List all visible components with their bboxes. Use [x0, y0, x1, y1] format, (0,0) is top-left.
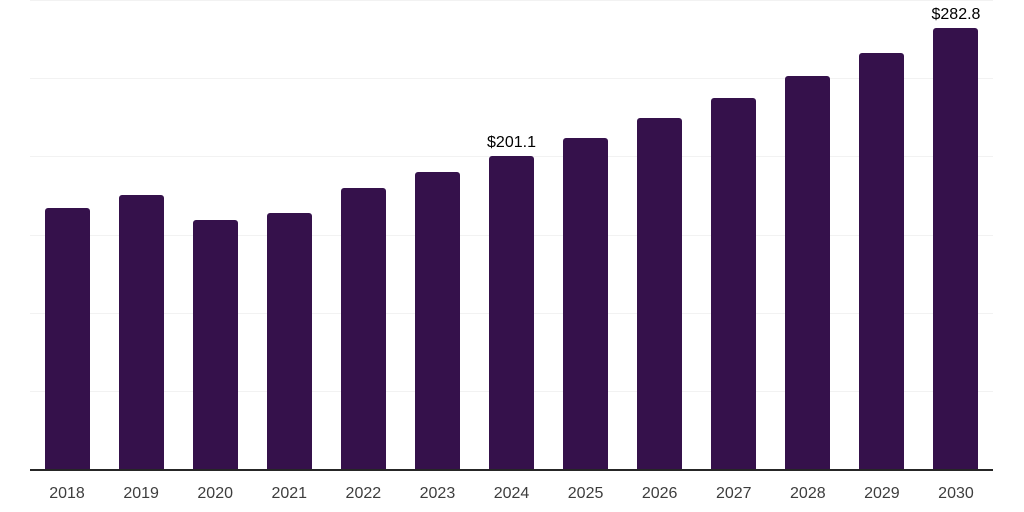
x-axis-tick-label-2021: 2021: [271, 485, 308, 502]
x-axis-tick-label-2022: 2022: [345, 485, 382, 502]
bars-container: $201.1 $282.8: [30, 1, 993, 470]
x-axis-tick-label-2020: 2020: [197, 485, 233, 502]
bar-slot-2023: [400, 1, 474, 470]
x-axis-labels: 2018 2019 2020 2021 2022 2023 2024 2025 2026 2027…: [30, 484, 993, 504]
x-axis-tick-label-2027: 2027: [715, 485, 752, 502]
bar-2027: [711, 98, 757, 470]
bar-2026: [637, 117, 683, 470]
bar-2024: $201.1: [487, 134, 536, 470]
x-axis-tick-label-2028: 2028: [790, 485, 826, 502]
bar-slot-2028: [771, 1, 845, 470]
plot-area: $201.1 $282.8: [30, 0, 993, 471]
x-axis-tick-label-2018: 2018: [49, 485, 85, 502]
x-axis-tick-label-2023: 2023: [419, 485, 456, 502]
bar-2023: [414, 172, 460, 470]
bar-2022: [340, 187, 386, 470]
data-label-2030: $282.8: [931, 5, 981, 23]
bar-slot-2024: $201.1: [474, 1, 548, 470]
bar-2019: [118, 195, 164, 470]
bar-slot-2029: [845, 1, 919, 470]
bar-2018: [44, 208, 90, 470]
bar-2029: [859, 52, 905, 470]
data-label-2024: $201.1: [487, 133, 536, 151]
bar-2025: [563, 137, 609, 470]
x-axis-tick-label-2026: 2026: [641, 485, 678, 502]
gridline-300: [30, 0, 993, 1]
bar-slot-2026: [623, 1, 697, 470]
bar-slot-2025: [549, 1, 623, 470]
x-axis-tick-label-2030: 2030: [938, 485, 974, 502]
bar-slot-2022: [326, 1, 400, 470]
bar-slot-2019: [104, 1, 178, 470]
bar-slot-2020: [178, 1, 252, 470]
x-axis-tick-label-2024: 2024: [493, 485, 530, 502]
x-axis-tick-label-2025: 2025: [567, 485, 604, 502]
bar-slot-2030: $282.8: [919, 1, 993, 470]
x-axis-tick-label-2029: 2029: [864, 485, 900, 502]
bar-2020: [192, 220, 238, 470]
x-axis-line: [30, 469, 993, 471]
x-axis-tick-label-2019: 2019: [123, 485, 159, 502]
bar-slot-2027: [697, 1, 771, 470]
bar-2030: $282.8: [932, 6, 980, 470]
gridline-250: [30, 78, 993, 80]
bar-2021: [266, 212, 312, 470]
bar-slot-2021: [252, 1, 326, 470]
bar-2028: [785, 75, 831, 470]
bar-slot-2018: [30, 1, 104, 470]
